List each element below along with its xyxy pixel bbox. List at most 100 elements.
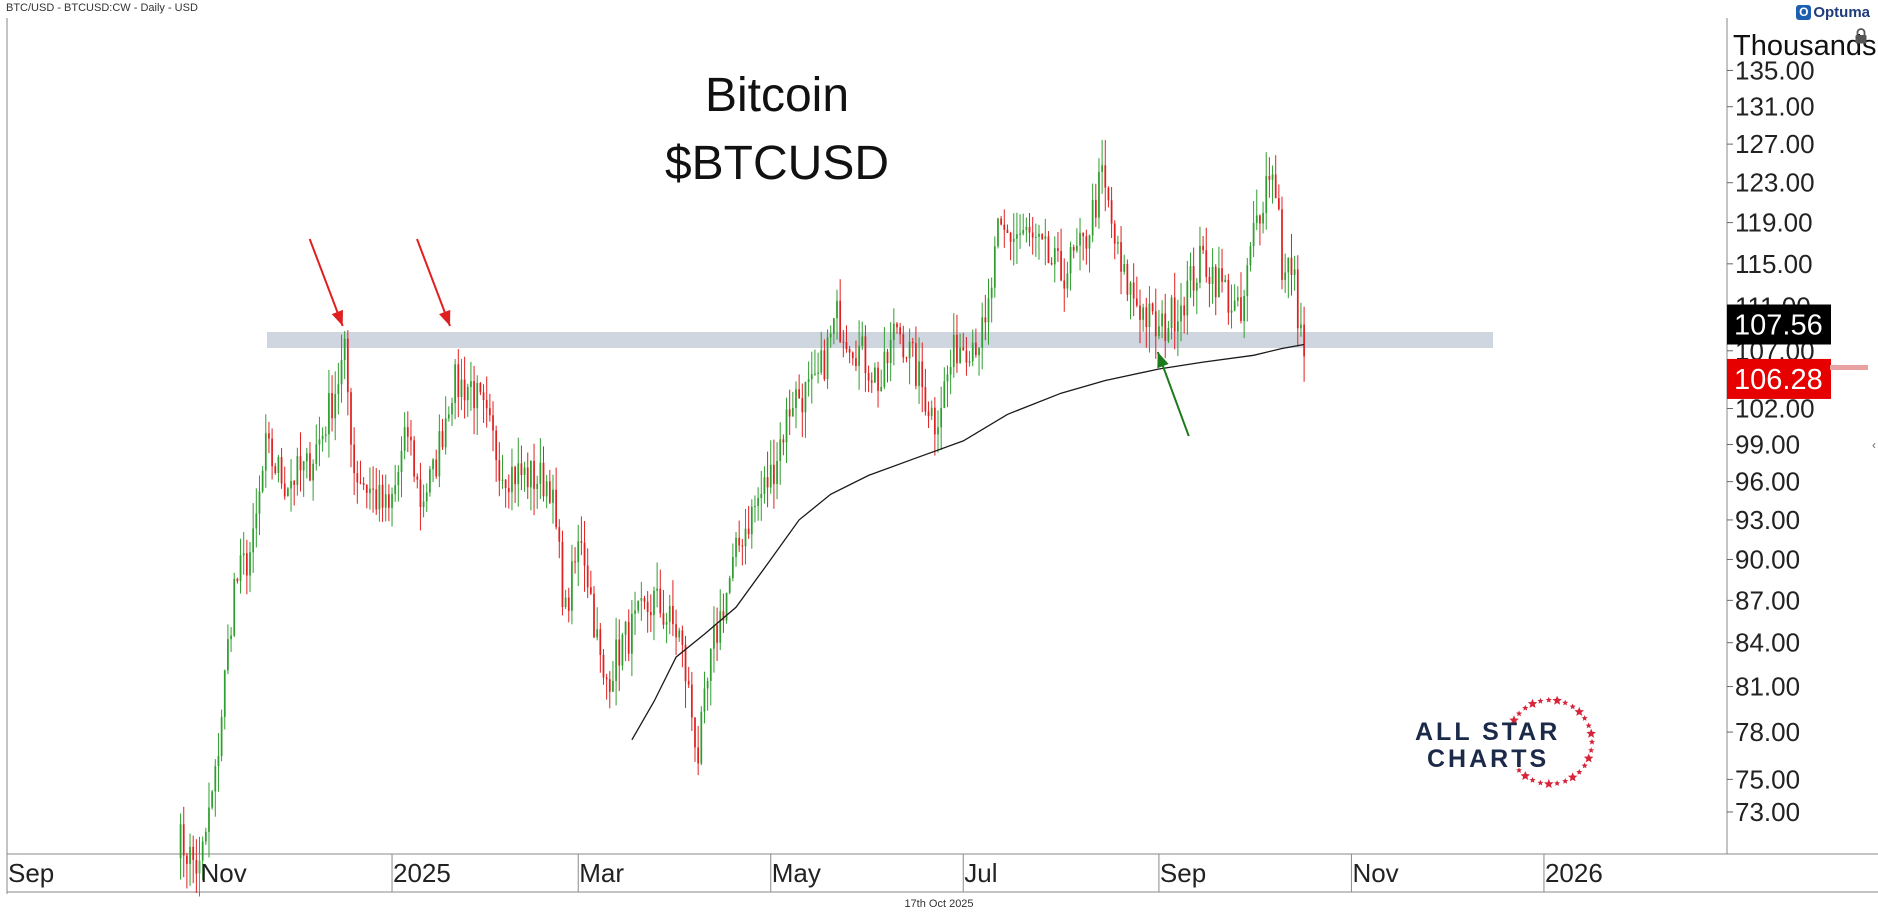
candle-body (687, 681, 690, 685)
candle-body (438, 431, 441, 477)
candle-body (1016, 234, 1018, 239)
candle-body (820, 350, 823, 373)
candle-body (309, 453, 311, 481)
candle-body (283, 483, 286, 497)
candle-body (832, 318, 835, 334)
x-tick-label: 2026 (1545, 858, 1603, 888)
candle-body (548, 481, 551, 503)
candle-body (700, 711, 703, 764)
candle-body (305, 453, 308, 462)
candle-body (498, 460, 501, 481)
candle-body (495, 430, 498, 461)
candle-body (577, 541, 580, 563)
candle-body (930, 407, 933, 417)
candle-body (867, 373, 870, 381)
candle-body (1233, 300, 1236, 311)
candle-body (1268, 175, 1271, 180)
candle-body (829, 333, 832, 338)
x-tick-label: 2025 (393, 858, 451, 888)
y-tick-label: 75.00 (1735, 764, 1800, 794)
candle-body (1044, 236, 1047, 239)
candle-body (589, 587, 592, 594)
candle-body (1290, 257, 1293, 275)
candle-body (889, 340, 892, 364)
y-tick-label: 96.00 (1735, 467, 1800, 497)
logo-star (1527, 698, 1538, 708)
candle-body (1277, 198, 1280, 210)
logo-line2: CHARTS (1427, 745, 1550, 773)
candle-body (1129, 282, 1132, 295)
candle-body (997, 218, 999, 247)
candle-body (946, 374, 949, 382)
candle-body (1041, 233, 1044, 239)
candle-body (1243, 296, 1246, 321)
candle-body (476, 382, 479, 409)
candle-body (1091, 199, 1094, 236)
candle-body (627, 621, 630, 654)
candle-body (261, 470, 264, 492)
candle-body (375, 489, 378, 510)
candle-body (659, 588, 662, 614)
candle-body (1249, 246, 1252, 266)
candle-body (757, 498, 759, 507)
candle-body (924, 387, 927, 412)
candle-body (1060, 250, 1062, 281)
candle-body (179, 824, 182, 859)
candle-body (933, 407, 936, 435)
annotation-arrow-shaft (416, 238, 451, 327)
candle-body (258, 491, 261, 514)
candle-body (1117, 242, 1119, 244)
candle-body (299, 456, 302, 471)
candle-body (908, 341, 911, 359)
candle-body (561, 541, 564, 607)
candle-body (432, 459, 434, 470)
footer-date: 17th Oct 2025 (904, 898, 974, 910)
candle-body (1192, 266, 1195, 291)
candle-body (877, 367, 879, 391)
candle-body (223, 670, 226, 717)
candle-body (302, 461, 305, 471)
logo-star (1545, 696, 1552, 703)
candle-body (1104, 165, 1107, 188)
candle-body (706, 680, 709, 689)
candle-body (940, 408, 943, 428)
candle-body (523, 467, 526, 475)
candle-body (738, 537, 741, 546)
candle-body (880, 386, 883, 391)
candle-body (555, 489, 558, 528)
price-labels-group: 107.56 106.28 (1727, 304, 1831, 399)
candle-body (678, 630, 681, 638)
candle-body (328, 393, 330, 435)
candle-body (899, 327, 902, 335)
candle-body (350, 392, 352, 445)
logo-star (1585, 722, 1592, 729)
candle-body (1158, 326, 1160, 337)
candle-body (791, 407, 794, 417)
candle-body (801, 398, 804, 413)
lock-icon[interactable] (1854, 28, 1868, 44)
candle-body (785, 409, 788, 443)
candle-body (836, 300, 838, 319)
optuma-logo: O Optuma (1796, 4, 1870, 21)
candle-body (918, 361, 920, 386)
candle-body (397, 472, 400, 486)
collapse-panel-arrow-icon[interactable]: ‹ (1872, 438, 1876, 452)
candle-body (971, 342, 974, 362)
candle-body (552, 489, 554, 503)
candle-body (1195, 282, 1198, 291)
candle-body (501, 479, 504, 481)
candle-body (612, 680, 614, 692)
candle-body (1132, 282, 1135, 299)
candle-body (1094, 199, 1097, 218)
candle-body (1012, 238, 1015, 242)
candle-body (1085, 236, 1088, 249)
candle-body (189, 846, 191, 864)
candle-body (574, 561, 576, 563)
candle-body (773, 464, 775, 484)
candle-body (968, 361, 971, 363)
candle-body (1202, 245, 1204, 251)
candle-body (536, 483, 539, 489)
candle-body (539, 462, 542, 484)
candle-body (280, 457, 283, 484)
